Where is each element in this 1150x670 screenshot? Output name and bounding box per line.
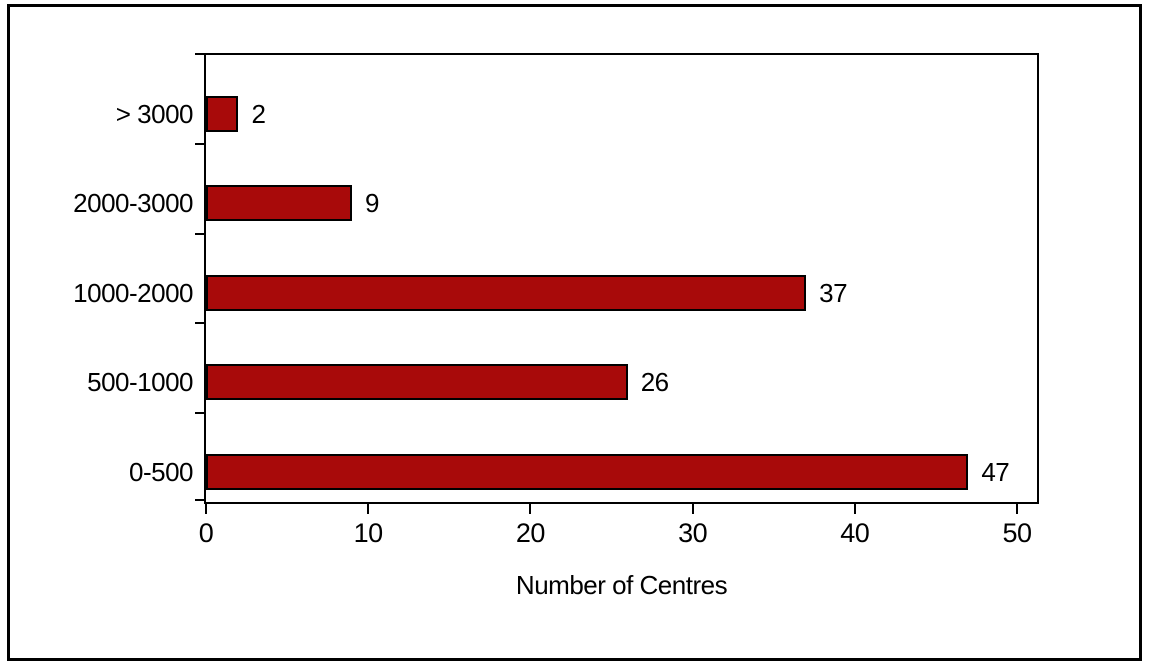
category-label: > 3000 [115, 99, 194, 129]
y-axis-tick [195, 411, 204, 414]
x-axis-tick [691, 504, 694, 514]
bar [206, 453, 969, 490]
bar [206, 364, 628, 401]
x-axis-title: Number of Centres [515, 570, 728, 600]
value-label: 2 [251, 99, 266, 129]
y-axis-tick [195, 322, 204, 325]
bar [206, 185, 352, 222]
value-label: 9 [364, 188, 379, 219]
x-axis-tick [853, 504, 856, 514]
category-label: 500-1000 [87, 367, 193, 398]
category-label: 0-500 [129, 456, 194, 487]
y-axis-tick [195, 499, 204, 501]
x-axis-tick-label: 10 [353, 518, 384, 548]
x-axis-tick-label: 50 [1002, 518, 1032, 548]
x-axis-tick-label: 40 [840, 518, 870, 548]
value-label: 26 [640, 367, 669, 398]
x-axis-tick [205, 504, 207, 514]
x-axis-tick [367, 504, 370, 514]
x-axis-tick-label: 30 [678, 518, 708, 548]
category-label: 2000-3000 [73, 188, 193, 219]
x-axis-tick-label: 20 [515, 518, 546, 548]
y-axis-tick [195, 232, 204, 235]
y-axis-tick [195, 53, 204, 55]
x-axis-tick-label: 0 [198, 518, 214, 548]
x-axis-tick [529, 504, 532, 514]
x-axis-tick [1016, 504, 1018, 514]
value-label: 47 [981, 456, 1010, 487]
category-label: 1000-2000 [73, 277, 193, 308]
y-axis-tick [195, 143, 204, 146]
bar [206, 274, 807, 311]
bar [206, 96, 239, 132]
chart-outer-frame [7, 4, 1142, 661]
value-label: 37 [819, 277, 848, 308]
